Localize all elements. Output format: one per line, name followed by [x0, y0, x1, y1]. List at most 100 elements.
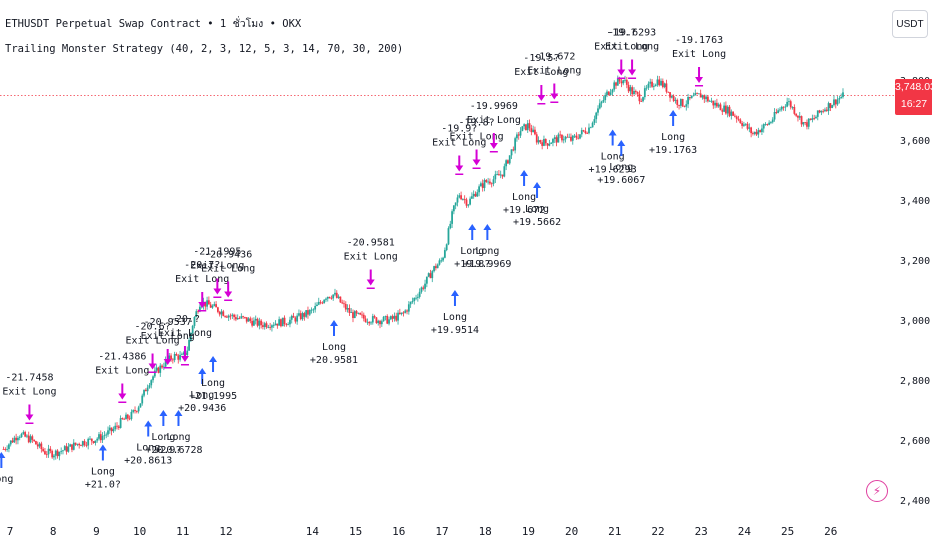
candle-body — [577, 137, 580, 139]
candle-body — [47, 448, 50, 455]
candle-body — [62, 450, 64, 452]
candle-body — [782, 106, 785, 108]
candle-body — [530, 128, 533, 133]
candle-body — [822, 110, 825, 112]
exit-arrow-icon — [198, 292, 207, 308]
candle-body — [645, 87, 648, 89]
candle-body — [328, 296, 331, 298]
candle-body — [732, 111, 735, 116]
candle-body — [96, 438, 99, 441]
candle-body — [44, 451, 46, 455]
candle-body — [447, 228, 450, 245]
candle-body — [137, 407, 140, 412]
long-entry-label: Long — [609, 162, 633, 173]
candle-body — [721, 110, 724, 112]
candle-body — [717, 104, 720, 107]
candle-body — [245, 317, 248, 322]
x-axis-tick-label: 10 — [133, 525, 146, 538]
long-entry-label: Long — [443, 312, 467, 323]
exit-arrow-icon — [224, 281, 233, 298]
candle-body — [249, 318, 252, 321]
candle-body — [40, 443, 43, 450]
candle-body — [694, 93, 697, 96]
candle-body — [570, 136, 572, 141]
candle-body — [31, 436, 34, 440]
candle-body — [456, 197, 459, 203]
exit-bar — [163, 367, 172, 369]
exit-bar — [224, 299, 233, 301]
candle-body — [325, 298, 327, 300]
candle-body — [820, 110, 823, 113]
candle-body — [171, 359, 174, 361]
candle-body — [434, 266, 437, 269]
candle-body — [685, 104, 688, 107]
candle-body — [674, 99, 677, 101]
last-price-value: 3,748.03 — [895, 81, 932, 93]
bolt-icon[interactable]: ⚡ — [866, 480, 888, 502]
candle-body — [804, 122, 807, 123]
candle-body — [346, 308, 349, 310]
candle-body — [173, 354, 176, 361]
candle-body — [225, 316, 228, 318]
candle-body — [65, 446, 68, 452]
candle-body — [101, 435, 104, 441]
candle-body — [514, 138, 517, 151]
currency-selector[interactable]: USDT — [892, 10, 928, 38]
exit-arrow-icon — [472, 149, 481, 166]
candle-body — [170, 355, 172, 360]
candle-body — [498, 174, 500, 176]
candle-body — [697, 93, 700, 95]
exit-label: Exit Long — [514, 67, 568, 78]
candle-body — [793, 107, 796, 114]
candle-body — [180, 354, 183, 356]
long-entry-label: Long — [201, 378, 225, 389]
candle-body — [532, 129, 535, 133]
x-axis-tick-label: 22 — [651, 525, 664, 538]
candle-body — [193, 316, 196, 326]
candle-body — [770, 122, 772, 123]
candle-body — [525, 124, 527, 131]
candle-body — [748, 127, 751, 129]
candle-body — [413, 297, 416, 302]
candle-body — [544, 138, 547, 144]
candle-body — [559, 134, 562, 136]
candle-body — [647, 83, 650, 88]
long-entry-profit: +20.8613 — [124, 456, 172, 467]
exit-bar — [617, 77, 626, 79]
candle-body — [445, 244, 448, 251]
candle-body — [833, 99, 835, 106]
candle-body — [507, 160, 509, 164]
candle-body — [728, 106, 731, 116]
candle-body — [562, 139, 565, 141]
candle-body — [480, 183, 482, 187]
y-axis-tick-label: 3,000.00 — [900, 316, 932, 327]
candle-body — [418, 291, 421, 297]
exit-bar — [213, 296, 222, 298]
candle-body — [139, 403, 142, 408]
candle-body — [344, 303, 347, 310]
exit-label: Exit Long — [175, 274, 229, 285]
candle-body — [474, 193, 477, 197]
candle-body — [582, 130, 585, 131]
candle-body — [737, 118, 740, 120]
candle-body — [58, 451, 61, 457]
candle-body — [723, 105, 725, 112]
candle-body — [807, 118, 810, 127]
exit-bar — [25, 422, 34, 424]
candle-body — [831, 105, 834, 108]
candle-body — [207, 300, 210, 305]
candle-body — [753, 131, 756, 134]
strategy-legend[interactable]: Trailing Monster Strategy (40, 2, 3, 12,… — [5, 43, 404, 55]
long-entry-profit: +20.9436 — [178, 403, 226, 414]
candle-body — [391, 316, 394, 319]
candle-body — [561, 134, 563, 141]
candle-body — [353, 311, 356, 318]
candle-body — [620, 81, 623, 84]
candle-body — [280, 319, 282, 327]
candle-body — [398, 312, 401, 315]
candle-body — [281, 317, 284, 327]
candle-body — [303, 313, 306, 317]
long-entry-profit: +20.9581 — [310, 355, 358, 366]
